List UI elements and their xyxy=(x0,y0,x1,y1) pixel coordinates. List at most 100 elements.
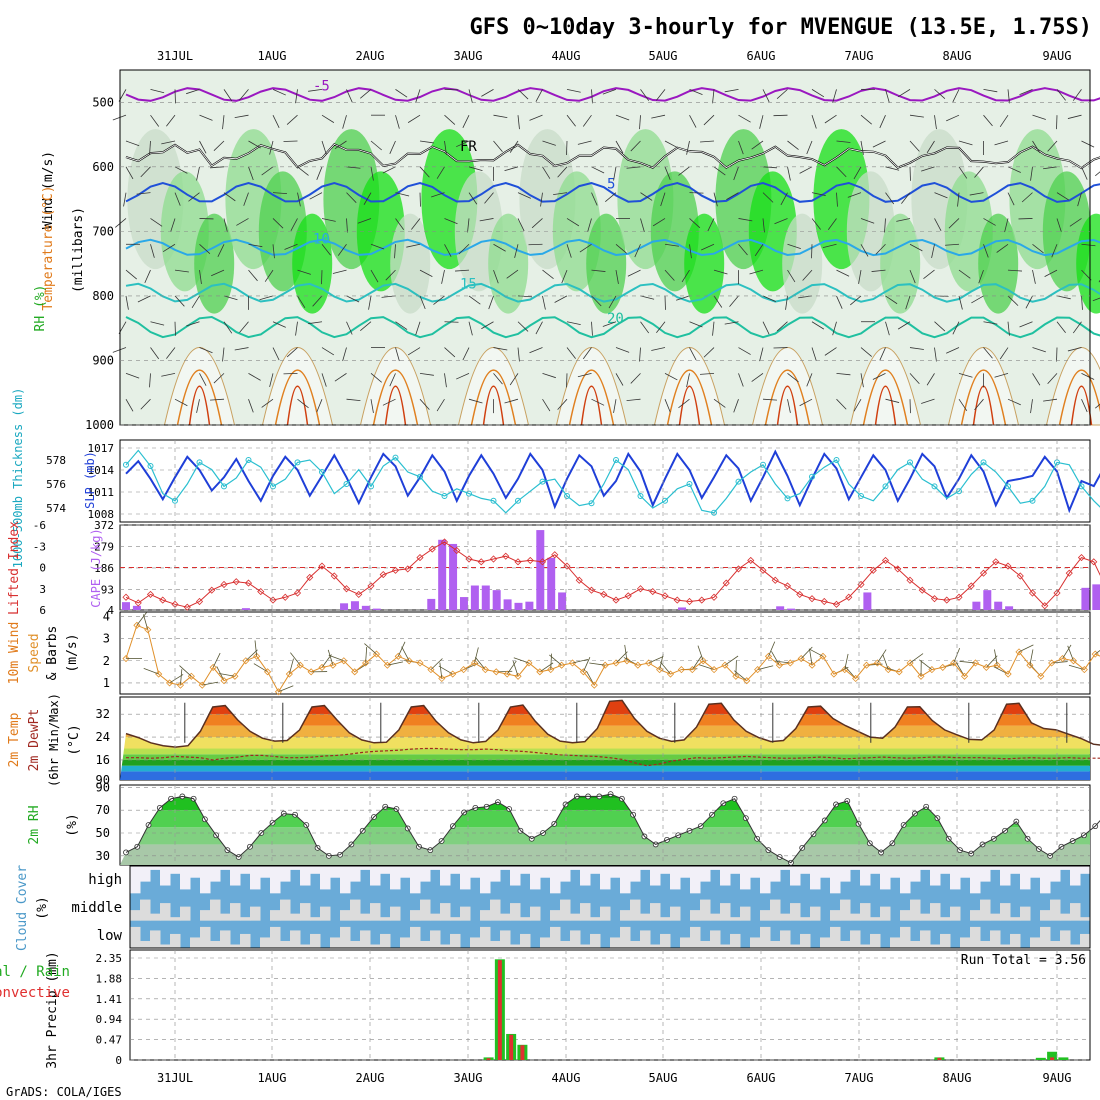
cloud-cell xyxy=(330,937,341,948)
wind-barb xyxy=(811,321,825,330)
ylabel-rh2m: 2m RH xyxy=(27,805,42,844)
li-marker xyxy=(649,588,657,596)
wind-barb xyxy=(248,166,254,181)
wind-marker xyxy=(198,681,206,689)
cape-bar xyxy=(558,592,567,610)
wind-barb xyxy=(493,114,508,119)
li-marker xyxy=(257,588,265,596)
wind-marker xyxy=(939,663,947,671)
cloud-cell xyxy=(930,944,941,948)
cloud-cell xyxy=(510,944,521,948)
wind-barb xyxy=(542,398,551,412)
cloud-cell xyxy=(130,910,141,921)
cloud-cell xyxy=(610,866,621,878)
wind-marker xyxy=(906,659,914,667)
cloud-cell xyxy=(830,910,841,921)
wind-barb xyxy=(1067,114,1082,119)
cloud-cell xyxy=(160,866,171,886)
wind-barb xyxy=(346,166,361,169)
wind-barb xyxy=(1007,398,1021,406)
wind-barb xyxy=(802,269,813,281)
wind-barb xyxy=(488,295,494,310)
precip-tick: 0.94 xyxy=(96,1013,123,1026)
wind-marker xyxy=(612,659,620,667)
cloud-cell xyxy=(560,899,571,921)
wind-barb xyxy=(444,373,447,388)
wind-barb xyxy=(615,114,630,121)
wind-barb xyxy=(811,115,817,129)
wind-barb xyxy=(125,372,140,379)
wind-marker xyxy=(362,659,370,667)
wind-barb xyxy=(798,295,813,299)
contour-label-10: 10 xyxy=(313,232,330,248)
wind-barb xyxy=(493,243,506,252)
wind-marker xyxy=(231,672,239,680)
cloud-cell xyxy=(800,866,811,874)
wind-barb xyxy=(334,373,347,382)
wind-barb xyxy=(297,166,309,176)
wind-barb xyxy=(512,660,519,677)
wind-barb xyxy=(701,243,715,251)
cloud-cell xyxy=(750,866,761,878)
wind-barb xyxy=(983,321,998,325)
wind-barb xyxy=(493,269,499,284)
wind-barb xyxy=(860,373,864,388)
wind-barb xyxy=(577,140,592,145)
thickness-marker xyxy=(147,463,154,469)
ylabel-minmax: (6hr Min/Max) xyxy=(47,693,61,787)
wind-marker xyxy=(1037,672,1045,680)
wind-barb xyxy=(395,192,410,197)
li-marker xyxy=(636,585,645,593)
wind-barb xyxy=(566,244,572,258)
cape-bar xyxy=(994,601,1003,610)
rh-band xyxy=(120,798,1090,811)
wind-barb xyxy=(934,192,948,199)
wind-barb xyxy=(811,89,825,98)
wind-barb xyxy=(1007,192,1015,206)
cloud-cell xyxy=(660,933,671,948)
wind-barb xyxy=(836,269,850,277)
cloud-cell xyxy=(450,866,461,874)
wind-barb xyxy=(433,295,445,305)
wind-barb xyxy=(734,670,747,682)
wind-barb xyxy=(836,295,843,309)
series-lifted-index xyxy=(125,541,1100,608)
wind-barb xyxy=(969,192,984,196)
ylabel-wind10m: 10m Wind xyxy=(7,622,22,685)
cape-bar xyxy=(492,590,501,610)
li-marker xyxy=(992,558,1000,566)
li-tick: 6 xyxy=(39,604,46,617)
wind-barb xyxy=(656,89,666,101)
wind-barb xyxy=(259,295,274,301)
wind-barb xyxy=(776,321,788,332)
wind-barb xyxy=(239,321,249,333)
cloud-cell xyxy=(1080,866,1091,874)
rh-tick: 50 xyxy=(96,826,110,840)
cloud-cell xyxy=(810,866,821,890)
wind-barb xyxy=(926,373,935,386)
cloud-cell xyxy=(740,866,751,890)
cloud-cell xyxy=(820,866,831,878)
cloud-cell xyxy=(340,910,351,921)
wind-barb xyxy=(983,114,993,127)
cloud-cell xyxy=(850,866,861,870)
wind-barb xyxy=(999,347,1009,360)
wind-barb xyxy=(952,321,960,335)
wind-barb xyxy=(179,665,192,677)
wind-barb xyxy=(1032,243,1044,254)
cloud-cell xyxy=(150,913,161,921)
cloud-cell xyxy=(1050,940,1061,948)
wind-barb xyxy=(346,295,360,303)
cloud-cell xyxy=(920,866,931,870)
wind-barb xyxy=(996,243,1009,253)
cloud-cell xyxy=(650,944,661,948)
li-marker xyxy=(624,592,632,600)
temp-contour-hot xyxy=(678,385,701,426)
wind-barb xyxy=(213,140,225,152)
cape-bar xyxy=(350,601,359,610)
li-marker xyxy=(355,590,363,598)
wind-barb xyxy=(1067,645,1074,661)
li-marker xyxy=(330,572,338,580)
wind-marker xyxy=(1080,666,1088,674)
wind-barb xyxy=(640,89,650,101)
